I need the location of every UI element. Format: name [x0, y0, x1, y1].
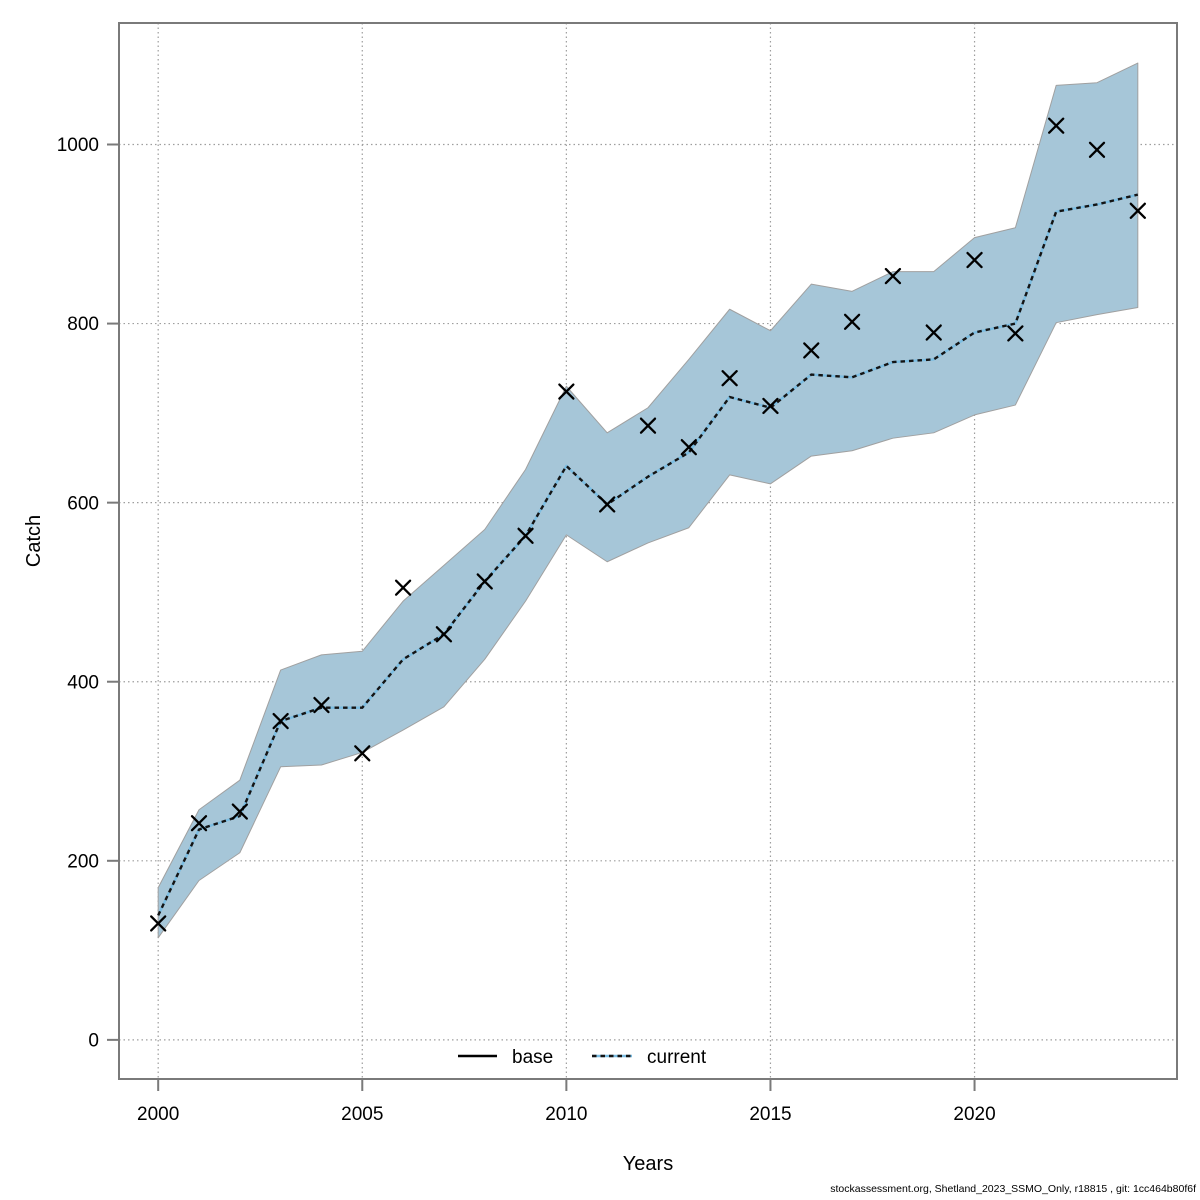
x-axis-title: Years	[623, 1153, 673, 1175]
obs-marker	[272, 712, 289, 730]
y-tick-label: 200	[67, 851, 99, 872]
x-tick-label: 2005	[341, 1104, 383, 1125]
y-tick-label: 1000	[57, 135, 99, 156]
obs-marker	[966, 251, 983, 269]
obs-marker	[354, 745, 371, 762]
obs-marker	[394, 579, 412, 596]
obs-marker	[680, 438, 697, 456]
obs-marker	[435, 626, 453, 643]
y-tick-label: 0	[88, 1031, 99, 1052]
obs-marker	[1129, 202, 1146, 219]
obs-marker	[313, 696, 330, 714]
x-tick-label: 2015	[749, 1104, 791, 1125]
obs-marker	[884, 267, 902, 285]
obs-marker	[1088, 141, 1106, 159]
obs-marker	[231, 803, 248, 820]
x-tick-label: 2020	[953, 1104, 995, 1125]
y-tick-label: 400	[67, 672, 99, 693]
y-tick-label: 800	[67, 314, 99, 335]
obs-marker	[925, 324, 942, 341]
axis-ticks	[107, 143, 976, 1091]
y-tick-label: 600	[67, 493, 99, 514]
obs-marker	[517, 527, 534, 544]
current-line-dashed	[157, 193, 1139, 916]
obs-marker	[803, 342, 820, 359]
obs-markers	[150, 117, 1146, 932]
obs-marker	[150, 915, 167, 932]
obs-marker	[599, 496, 616, 513]
obs-marker	[476, 573, 493, 590]
legend-current-label: current	[647, 1047, 707, 1068]
obs-marker	[721, 370, 738, 387]
x-tick-label: 2010	[545, 1104, 587, 1125]
confidence-band-polygon	[157, 62, 1139, 939]
gridlines	[119, 23, 1177, 1079]
obs-marker	[762, 397, 779, 415]
footer-attribution: stockassessment.org, Shetland_2023_SSMO_…	[830, 1183, 1196, 1195]
x-tick-label: 2000	[137, 1104, 179, 1125]
legend: base current	[458, 1047, 707, 1068]
obs-marker	[190, 815, 208, 832]
current-line	[157, 193, 1139, 916]
obs-marker	[558, 383, 575, 400]
axis-tick-labels: 0 200 400 600 800 1000 2000 2005 2010 2015 2020	[57, 135, 996, 1125]
y-axis-title: Catch	[23, 515, 45, 567]
confidence-band	[157, 62, 1139, 939]
obs-marker	[843, 313, 861, 330]
obs-marker	[1007, 325, 1024, 342]
legend-base-label: base	[512, 1047, 553, 1068]
plot-border	[118, 22, 1178, 1080]
obs-marker	[639, 417, 657, 434]
obs-marker	[1048, 117, 1065, 134]
